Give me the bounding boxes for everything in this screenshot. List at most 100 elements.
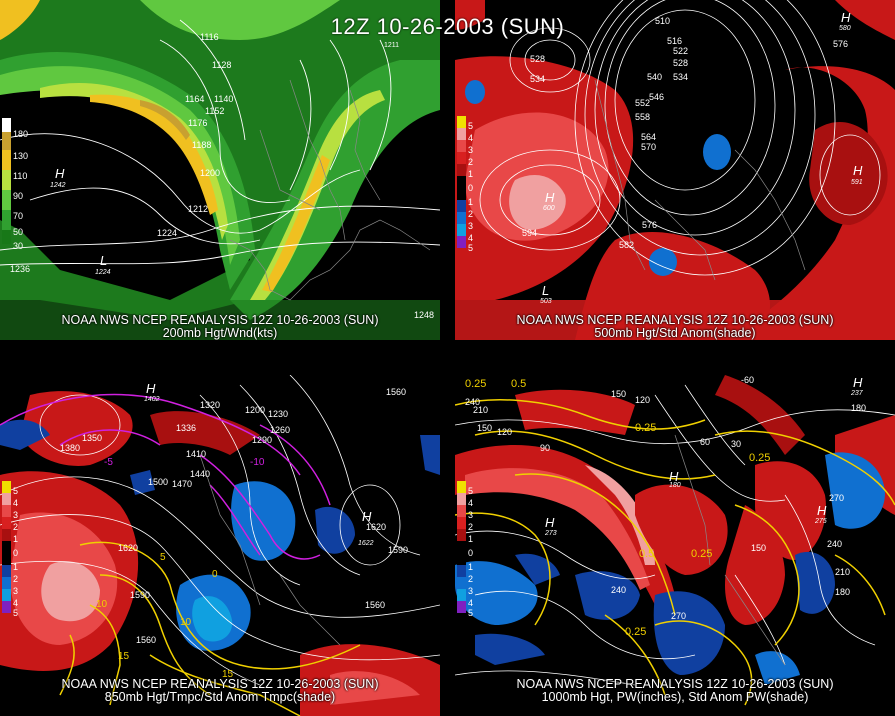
legend-label: 3	[468, 586, 474, 596]
legend-swatch	[2, 481, 11, 493]
svg-text:1248: 1248	[414, 310, 434, 320]
legend-swatch	[457, 541, 466, 565]
legend-label: 4	[468, 598, 474, 608]
legend-swatch	[2, 565, 11, 577]
legend-swatch	[457, 176, 466, 200]
legend-swatch	[457, 565, 466, 577]
legend-swatch	[457, 140, 466, 152]
legend-label: 2	[13, 522, 19, 532]
legend-swatch	[2, 517, 11, 529]
svg-text:594: 594	[522, 228, 537, 238]
svg-text:1224: 1224	[95, 269, 111, 276]
legend-swatch	[457, 128, 466, 140]
svg-text:H: H	[841, 10, 851, 25]
svg-text:15: 15	[118, 651, 130, 662]
legend-swatch	[2, 118, 11, 132]
svg-text:558: 558	[635, 112, 650, 122]
svg-text:150: 150	[751, 543, 766, 553]
svg-text:0.25: 0.25	[465, 378, 486, 390]
legend-swatch	[457, 200, 466, 212]
svg-text:503: 503	[540, 298, 552, 305]
svg-text:1176: 1176	[188, 118, 207, 128]
svg-text:60: 60	[700, 437, 710, 447]
legend-swatch	[2, 541, 11, 565]
legend-label: 5	[13, 486, 19, 496]
svg-text:1336: 1336	[176, 423, 196, 433]
legend-label: 3	[468, 145, 474, 155]
svg-text:15: 15	[222, 669, 234, 680]
map-1000mb: 240 210 150 120 90 60 30 150 120 180 210…	[455, 375, 895, 716]
svg-text:0.25: 0.25	[749, 452, 770, 464]
legend-label: 5	[468, 608, 474, 618]
legend-swatch	[2, 529, 11, 541]
svg-text:0.25: 0.25	[625, 626, 646, 638]
svg-text:1622: 1622	[358, 540, 374, 547]
legend-swatch	[457, 164, 466, 176]
svg-text:534: 534	[673, 72, 688, 82]
svg-text:580: 580	[839, 25, 851, 32]
legend-swatch	[2, 577, 11, 589]
svg-text:1560: 1560	[136, 635, 156, 645]
svg-text:0.5: 0.5	[639, 548, 654, 560]
svg-text:522: 522	[673, 46, 688, 56]
svg-text:240: 240	[611, 585, 626, 595]
legend-label: 70	[13, 211, 24, 221]
map-500mb: 510 516 522 528 534 540 546 552 558 564 …	[455, 0, 895, 340]
svg-text:1212: 1212	[188, 204, 208, 214]
legend-label: 3	[13, 510, 19, 520]
svg-text:516: 516	[667, 36, 682, 46]
svg-text:270: 270	[829, 493, 844, 503]
legend-label: 4	[13, 598, 19, 608]
svg-text:1590: 1590	[388, 545, 408, 555]
svg-text:1188: 1188	[192, 140, 211, 150]
svg-text:120: 120	[635, 395, 650, 405]
legend-swatch	[457, 152, 466, 164]
svg-text:510: 510	[655, 16, 670, 26]
legend-label: 50	[13, 227, 24, 237]
legend-swatch	[457, 212, 466, 224]
legend-label: 0	[468, 183, 474, 193]
svg-text:576: 576	[833, 39, 848, 49]
svg-text:H: H	[853, 163, 863, 178]
legend-label: 2	[468, 209, 474, 219]
legend-label: 180	[13, 129, 29, 139]
legend-swatch	[457, 529, 466, 541]
svg-text:0: 0	[212, 569, 218, 580]
svg-text:528: 528	[673, 58, 688, 68]
svg-text:1440: 1440	[190, 469, 210, 479]
svg-text:591: 591	[851, 179, 863, 186]
legend-label: 0	[468, 548, 474, 558]
legend-label: 1	[468, 534, 474, 544]
svg-text:10: 10	[96, 599, 108, 610]
svg-text:1164: 1164	[185, 94, 204, 104]
svg-text:1224: 1224	[157, 228, 177, 238]
main-title: 12Z 10-26-2003 (SUN)	[330, 14, 565, 39]
svg-text:564: 564	[641, 132, 656, 142]
legend-swatch	[2, 505, 11, 517]
legend-label: 4	[468, 133, 474, 143]
legend-label: 1	[468, 562, 474, 572]
map-200mb: 1116 1128 1164 1140 1152 1176 1188 1200 …	[0, 0, 440, 340]
svg-text:1128: 1128	[212, 60, 231, 70]
svg-text:240: 240	[827, 539, 842, 549]
svg-text:H: H	[146, 381, 156, 396]
legend-label: 130	[13, 151, 29, 161]
legend-swatch	[457, 493, 466, 505]
svg-text:10: 10	[180, 617, 192, 628]
svg-text:180: 180	[851, 403, 866, 413]
legend-label: 90	[13, 191, 24, 201]
legend-label: 4	[468, 233, 474, 243]
svg-text:-10: -10	[250, 457, 265, 468]
svg-text:1242: 1242	[50, 182, 66, 189]
legend-label: 30	[13, 241, 24, 251]
map-850mb: 1320 1336 1380 1410 1440 1470 1500 1620 …	[0, 375, 440, 716]
svg-text:30: 30	[731, 439, 741, 449]
legend-swatch	[457, 505, 466, 517]
svg-text:H: H	[55, 166, 65, 181]
svg-text:L: L	[542, 283, 549, 298]
svg-text:1230: 1230	[268, 409, 288, 419]
legend-swatch	[457, 116, 466, 128]
svg-text:1620: 1620	[366, 522, 386, 532]
legend-label: 4	[13, 498, 19, 508]
svg-text:5: 5	[160, 552, 166, 563]
